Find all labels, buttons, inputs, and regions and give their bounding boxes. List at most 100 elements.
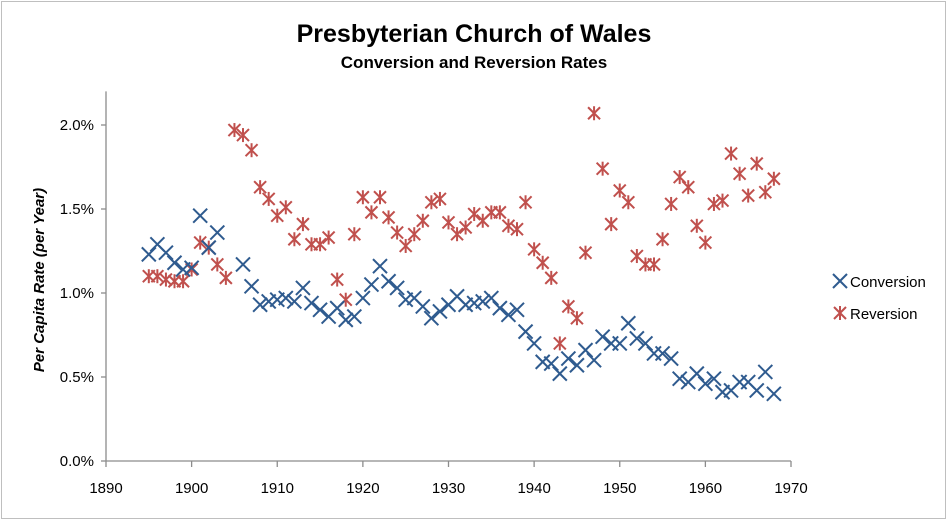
marker-stroke [594, 328, 611, 345]
reversion-point [236, 128, 250, 143]
marker-stroke [372, 258, 388, 274]
marker-stroke [286, 293, 303, 310]
conversion-point [183, 260, 200, 276]
reversion-point [287, 232, 302, 247]
conversion-point [706, 370, 722, 387]
marker-stroke [355, 290, 371, 306]
marker-stroke [346, 308, 363, 325]
legend-label: Reversion [850, 306, 918, 323]
y-tick-label: 0.5% [60, 369, 94, 386]
conversion-point [432, 303, 448, 320]
legend-item-reversion: Reversion [833, 306, 918, 323]
conversion-point [577, 342, 594, 358]
reversion-point [724, 146, 738, 161]
reversion-point [501, 218, 516, 233]
reversion-point [330, 272, 344, 287]
reversion-point [441, 215, 456, 230]
conversion-point [483, 290, 500, 306]
conversion-point [749, 382, 765, 399]
marker-stroke [475, 293, 491, 310]
reversion-point [347, 227, 362, 242]
reversion-point [493, 205, 507, 220]
reversion-point [244, 143, 259, 158]
reversion-point [647, 257, 661, 272]
conversion-point [372, 258, 388, 274]
conversion-point [671, 370, 688, 387]
conversion-point [620, 315, 637, 331]
reversion-point [544, 270, 558, 285]
conversion-point [141, 246, 157, 263]
marker-stroke [312, 302, 328, 318]
marker-stroke [483, 290, 500, 306]
legend-item-conversion: Conversion [832, 273, 926, 291]
marker-stroke [278, 290, 294, 306]
reversion-point [313, 237, 327, 252]
reversion-point [621, 195, 636, 210]
conversion-point [517, 323, 534, 340]
conversion-point [166, 255, 183, 271]
marker-stroke [689, 365, 705, 382]
reversion-point [390, 225, 404, 240]
marker-stroke [569, 357, 585, 373]
marker-stroke [243, 278, 260, 294]
reversion-point [176, 274, 190, 289]
marker-stroke [749, 382, 765, 399]
marker-stroke [500, 307, 517, 323]
marker-stroke [235, 256, 251, 273]
reversion-point [715, 193, 730, 208]
reversion-point [253, 180, 267, 195]
reversion-point [707, 196, 721, 211]
marker-stroke [389, 280, 405, 296]
conversion-point [389, 280, 405, 296]
reversion-point [758, 185, 773, 200]
reversion-point [681, 180, 695, 195]
conversion-point [552, 365, 568, 382]
marker-stroke [560, 350, 577, 367]
conversion-point [509, 302, 525, 318]
reversion-point [458, 220, 473, 235]
y-axis-label: Per Capita Rate (per Year) [31, 188, 48, 372]
marker-stroke [166, 255, 183, 271]
marker-stroke [620, 315, 637, 331]
marker-stroke [380, 273, 397, 289]
marker-stroke [543, 355, 559, 372]
y-tick-label: 1.5% [60, 201, 94, 218]
reversion-point [510, 222, 524, 237]
conversion-point [594, 328, 611, 345]
marker-stroke [158, 244, 174, 261]
marker-stroke [423, 310, 440, 326]
reversion-point [279, 200, 293, 215]
reversion-point [219, 270, 233, 285]
marker-stroke [338, 312, 354, 328]
reversion-point [698, 235, 713, 250]
conversion-point [243, 278, 260, 294]
reversion-point [570, 311, 584, 326]
conversion-point [355, 290, 371, 306]
x-tick-label: 1950 [603, 480, 636, 497]
conversion-point [192, 208, 208, 224]
marker-stroke [149, 236, 166, 252]
marker-stroke [141, 246, 157, 263]
chart-subtitle: Conversion and Reversion Rates [341, 53, 607, 72]
x-tick-label: 1900 [175, 480, 208, 497]
x-tick-label: 1960 [689, 480, 722, 497]
x-tick-label: 1920 [346, 480, 379, 497]
marker-stroke [586, 352, 602, 368]
conversion-point [252, 297, 268, 313]
conversion-point [209, 224, 226, 241]
marker-stroke [706, 370, 722, 387]
conversion-point [346, 308, 363, 325]
conversion-point [560, 350, 577, 367]
marker-stroke [432, 303, 448, 320]
marker-stroke [612, 335, 628, 352]
marker-stroke [629, 330, 645, 347]
conversion-point [338, 312, 354, 328]
conversion-point [543, 355, 559, 372]
conversion-point [235, 256, 251, 273]
marker-stroke [406, 290, 422, 306]
reversion-point [296, 217, 310, 232]
marker-stroke [697, 376, 714, 392]
reversion-point [407, 227, 421, 242]
marker-stroke [295, 280, 311, 296]
